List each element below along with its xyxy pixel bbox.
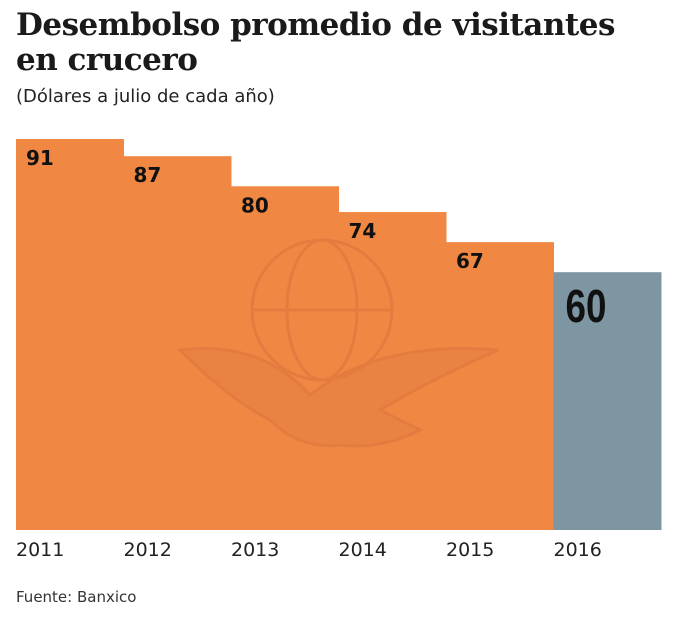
eagle-watermark-icon	[176, 238, 499, 448]
bar-2013	[231, 186, 339, 530]
bar-2016	[553, 272, 662, 530]
chart-title: Desembolso promedio de visitantes en cru…	[16, 7, 615, 78]
chart-subtitle: (Dólares a julio de cada año)	[16, 86, 275, 107]
x-tick-2015: 2015	[446, 539, 494, 561]
x-tick-2012: 2012	[124, 539, 172, 561]
bar-2011	[16, 139, 124, 530]
x-tick-2014: 2014	[339, 539, 387, 561]
x-tick-2011: 2011	[16, 539, 64, 561]
bar-2012	[123, 156, 232, 530]
data-label-2011: 91	[26, 146, 54, 170]
data-label-2015: 67	[456, 249, 484, 273]
x-tick-2016: 2016	[554, 539, 602, 561]
data-label-2013: 80	[241, 193, 269, 217]
x-tick-2013: 2013	[231, 539, 279, 561]
data-label-2014: 74	[349, 219, 377, 243]
bar-chart: 91 2011 87 2012 80 2013 74 2014 67 2015 60 2016	[16, 139, 662, 561]
data-label-2016: 60	[566, 280, 607, 332]
data-label-2012: 87	[134, 163, 162, 187]
bar-2015	[446, 242, 554, 530]
source-note: Fuente: Banxico	[16, 588, 137, 606]
